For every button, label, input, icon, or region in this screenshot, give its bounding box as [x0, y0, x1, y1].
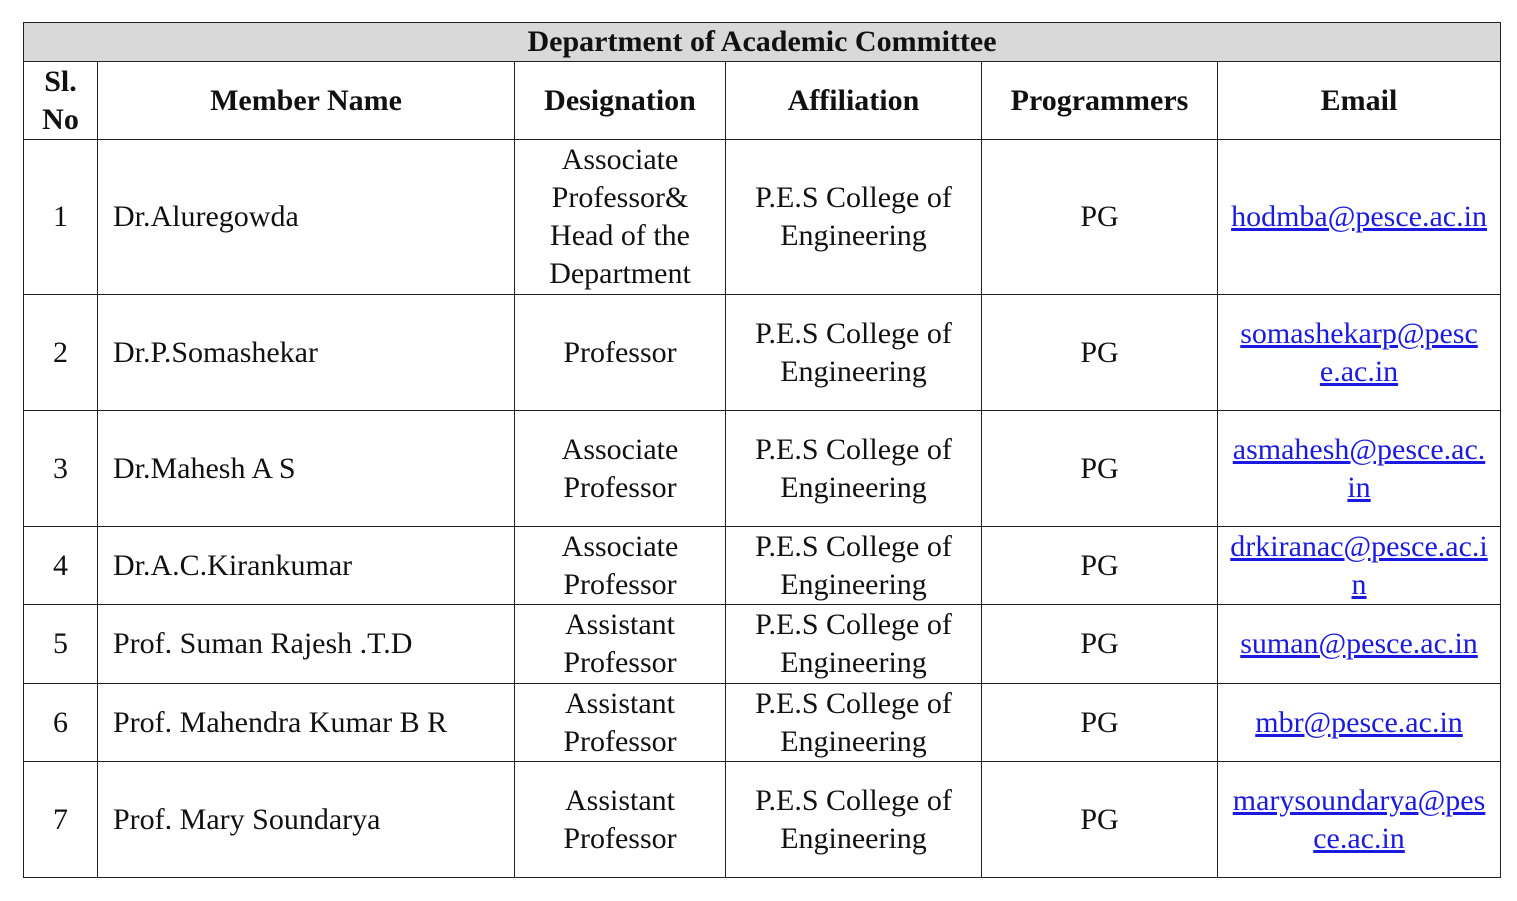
email-cell: drkiranac@pesce.ac.in	[1216, 526, 1502, 605]
programme-cell: PG	[981, 761, 1218, 878]
email-link[interactable]: drkiranac@pesce.ac.in	[1230, 529, 1488, 601]
email-link[interactable]: somashekarp@pesce.ac.in	[1240, 316, 1478, 388]
affiliation-cell: P.E.S College of Engineering	[725, 526, 982, 605]
affiliation-cell: P.E.S College of Engineering	[725, 410, 982, 527]
table-title: Department of Academic Committee	[22, 22, 1502, 62]
email-cell: marysoundarya@pesce.ac.in	[1216, 761, 1502, 878]
sl-cell: 1	[23, 139, 98, 295]
member-name-cell: Prof. Suman Rajesh .T.D	[97, 604, 515, 684]
member-name-cell: Dr.P.Somashekar	[97, 294, 515, 411]
committee-table: Department of Academic Committee Sl. No …	[22, 22, 1502, 878]
email-cell: mbr@pesce.ac.in	[1216, 683, 1502, 762]
programme-cell: PG	[981, 294, 1218, 411]
table-row: 5 Prof. Suman Rajesh .T.D Assistant Profes…	[23, 604, 1502, 684]
designation-cell: Associate Professor& Head of the Departm…	[514, 139, 726, 295]
designation-cell: Professor	[514, 294, 726, 411]
email-cell: somashekarp@pesce.ac.in	[1216, 294, 1502, 411]
designation-cell: Associate Professor	[514, 526, 726, 605]
email-cell: suman@pesce.ac.in	[1216, 604, 1502, 684]
programme-cell: PG	[981, 139, 1218, 295]
header-affiliation: Affiliation	[725, 61, 982, 140]
email-link[interactable]: marysoundarya@pesce.ac.in	[1232, 783, 1486, 855]
programme-cell: PG	[981, 526, 1218, 605]
sl-cell: 5	[23, 604, 98, 684]
header-sl-no: Sl. No	[23, 61, 98, 140]
header-email: Email	[1216, 61, 1502, 140]
affiliation-cell: P.E.S College of Engineering	[725, 294, 982, 411]
table-row: 2 Dr.P.Somashekar Professor P.E.S College o…	[23, 294, 1502, 411]
email-link[interactable]: mbr@pesce.ac.in	[1255, 705, 1463, 739]
member-name-cell: Prof. Mary Soundarya	[97, 761, 515, 878]
sl-cell: 7	[23, 761, 98, 878]
table-row: 7 Prof. Mary Soundarya Assistant Professor…	[23, 761, 1502, 878]
email-cell: asmahesh@pesce.ac.in	[1216, 410, 1502, 527]
email-link[interactable]: suman@pesce.ac.in	[1240, 627, 1478, 660]
table-row: 6 Prof. Mahendra Kumar B R Assistant Profe…	[23, 683, 1502, 762]
designation-cell: Associate Professor	[514, 410, 726, 527]
table-row: 4 Dr.A.C.Kirankumar Associate Professor P.E…	[23, 526, 1502, 605]
member-name-cell: Prof. Mahendra Kumar B R	[97, 683, 515, 762]
member-name-cell: Dr.A.C.Kirankumar	[97, 526, 515, 605]
email-cell: hodmba@pesce.ac.in	[1216, 139, 1502, 295]
programme-cell: PG	[981, 604, 1218, 684]
designation-cell: Assistant Professor	[514, 761, 726, 878]
header-programmers: Programmers	[981, 61, 1218, 140]
affiliation-cell: P.E.S College of Engineering	[725, 604, 982, 684]
member-name-cell: Dr.Mahesh A S	[97, 410, 515, 527]
designation-cell: Assistant Professor	[514, 604, 726, 684]
email-link[interactable]: asmahesh@pesce.ac.in	[1232, 432, 1486, 504]
programme-cell: PG	[981, 683, 1218, 762]
designation-cell: Assistant Professor	[514, 683, 726, 762]
sl-cell: 6	[23, 683, 98, 762]
header-member-name: Member Name	[97, 61, 515, 140]
sl-cell: 4	[23, 526, 98, 605]
table-row: 1 Dr.Aluregowda Associate Professor& Head …	[23, 139, 1502, 295]
affiliation-cell: P.E.S College of Engineering	[725, 761, 982, 878]
programme-cell: PG	[981, 410, 1218, 527]
header-designation: Designation	[514, 61, 726, 140]
affiliation-cell: P.E.S College of Engineering	[725, 683, 982, 762]
email-link[interactable]: hodmba@pesce.ac.in	[1231, 200, 1487, 233]
sl-cell: 3	[23, 410, 98, 527]
table-row: 3 Dr.Mahesh A S Associate Professor P.E.S C…	[23, 410, 1502, 527]
sl-cell: 2	[23, 294, 98, 411]
affiliation-cell: P.E.S College of Engineering	[725, 139, 982, 295]
member-name-cell: Dr.Aluregowda	[97, 139, 515, 295]
